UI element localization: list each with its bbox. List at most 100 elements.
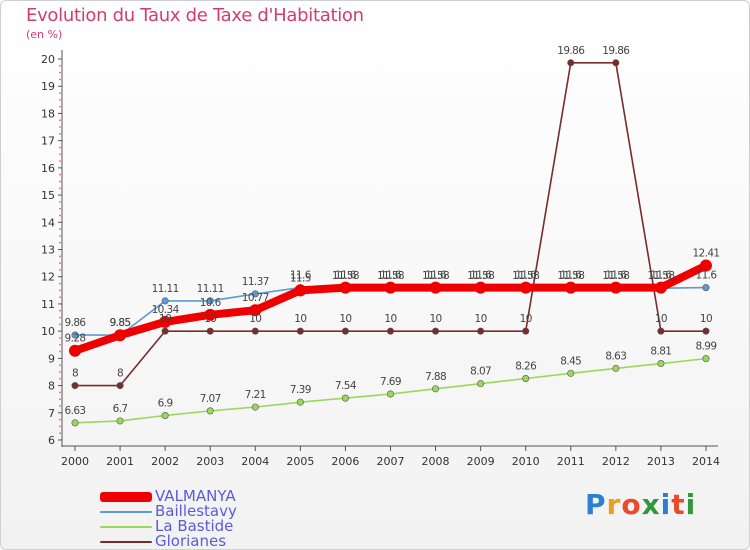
data-label-valmanya: 11.6 — [335, 270, 357, 282]
data-point-glorianes — [161, 327, 169, 335]
legend-item: Baillestavy — [100, 502, 320, 520]
data-point-baillestavy — [251, 290, 259, 298]
y-minor-tick — [59, 241, 61, 244]
logo-letter: x — [641, 488, 661, 521]
data-label-baillestavy: 11.6 — [695, 270, 717, 282]
y-tick-label: 15 — [41, 189, 55, 202]
y-tick-label: 11 — [41, 298, 55, 311]
y-minor-tick — [59, 350, 61, 353]
x-tick-label: 2014 — [692, 455, 720, 468]
data-label-glorianes: 10 — [294, 313, 306, 325]
y-minor-tick — [59, 391, 61, 394]
data-label-baillestavy: 11.58 — [602, 270, 629, 282]
x-tick-label: 2004 — [241, 455, 269, 468]
data-point-glorianes — [296, 327, 304, 335]
data-point-la-bastide — [296, 398, 304, 406]
legend-label: Glorianes — [155, 532, 227, 550]
x-tick-label: 2000 — [61, 455, 89, 468]
data-label-la-bastide: 8.07 — [470, 366, 491, 378]
data-label-baillestavy: 11.6 — [290, 270, 312, 282]
x-tick-label: 2007 — [376, 455, 404, 468]
y-tick-label: 18 — [41, 107, 55, 120]
data-label-glorianes: 10 — [700, 313, 712, 325]
data-point-valmanya — [249, 304, 262, 317]
data-label-la-bastide: 6.7 — [113, 403, 128, 415]
y-minor-tick — [59, 126, 61, 128]
logo-letter: o — [621, 488, 642, 521]
y-minor-tick — [59, 153, 61, 156]
data-point-la-bastide — [341, 394, 349, 402]
data-label-glorianes: 10 — [204, 313, 216, 325]
data-label-baillestavy: 11.11 — [197, 283, 224, 295]
y-minor-tick — [59, 323, 61, 326]
data-point-glorianes — [71, 382, 79, 390]
data-label-glorianes: 10 — [159, 313, 171, 325]
data-point-valmanya — [114, 329, 127, 342]
data-label-glorianes: 19.86 — [602, 45, 630, 57]
y-tick-label: 6 — [48, 434, 55, 447]
data-label-la-bastide: 8.26 — [515, 360, 537, 372]
data-point-glorianes — [251, 327, 259, 335]
data-point-glorianes — [567, 59, 575, 67]
data-point-valmanya — [159, 315, 172, 328]
y-minor-tick — [59, 235, 61, 237]
data-label-la-bastide: 7.88 — [425, 371, 446, 383]
data-label-baillestavy: 11.58 — [557, 270, 584, 282]
data-label-baillestavy: 9.85 — [110, 317, 131, 329]
data-point-glorianes — [477, 327, 485, 335]
x-tick-label: 2008 — [422, 455, 450, 468]
y-minor-tick — [59, 105, 61, 108]
data-label-valmanya: 11.6 — [515, 270, 537, 282]
y-tick-label: 19 — [41, 80, 55, 93]
data-label-glorianes: 10 — [339, 313, 351, 325]
data-point-valmanya — [654, 281, 667, 294]
y-minor-tick — [59, 289, 61, 292]
data-point-valmanya — [609, 281, 622, 294]
legend-label: Baillestavy — [155, 502, 237, 520]
data-point-la-bastide — [657, 360, 665, 368]
x-tick-label: 2009 — [467, 455, 495, 468]
y-minor-tick — [59, 282, 61, 285]
data-point-valmanya — [204, 308, 217, 321]
data-label-valmanya: 10.77 — [242, 292, 269, 304]
y-minor-tick — [59, 71, 61, 74]
data-label-la-bastide: 7.54 — [335, 380, 357, 392]
y-minor-tick — [59, 405, 61, 407]
data-label-la-bastide: 8.45 — [560, 355, 581, 367]
data-point-glorianes — [432, 327, 440, 335]
y-minor-tick — [59, 269, 61, 271]
data-point-valmanya — [519, 281, 532, 294]
data-point-glorianes — [116, 382, 124, 390]
y-tick-label: 14 — [41, 216, 55, 229]
y-minor-tick — [59, 180, 61, 183]
logo-letter: P — [585, 488, 607, 521]
data-label-la-bastide: 8.81 — [650, 346, 671, 358]
data-label-baillestavy: 11.37 — [242, 276, 269, 288]
data-point-valmanya — [294, 284, 307, 297]
data-label-valmanya: 11.6 — [560, 270, 582, 282]
data-point-la-bastide — [477, 380, 485, 388]
y-tick-label: 12 — [41, 271, 55, 284]
chart-title: Evolution du Taux de Taxe d'Habitation — [26, 5, 364, 26]
data-label-glorianes: 10 — [520, 313, 532, 325]
data-point-la-bastide — [612, 364, 620, 372]
y-minor-tick — [59, 425, 61, 428]
y-minor-tick — [59, 201, 61, 203]
x-tick-label: 2005 — [286, 455, 314, 468]
data-point-glorianes — [386, 327, 394, 335]
data-point-la-bastide — [206, 407, 214, 415]
data-label-la-bastide: 6.63 — [65, 405, 86, 417]
data-label-la-bastide: 7.39 — [290, 384, 311, 396]
data-label-valmanya: 11.6 — [470, 270, 492, 282]
data-label-valmanya: 9.85 — [110, 317, 131, 329]
x-tick-label: 2006 — [331, 455, 359, 468]
data-label-baillestavy: 11.58 — [512, 270, 539, 282]
legend-swatch — [100, 541, 152, 543]
y-minor-tick — [59, 187, 61, 190]
data-point-la-bastide — [251, 403, 259, 411]
data-label-baillestavy: 11.58 — [332, 270, 359, 282]
data-point-valmanya — [474, 281, 487, 294]
data-point-baillestavy — [206, 297, 214, 305]
data-point-la-bastide — [432, 385, 440, 393]
